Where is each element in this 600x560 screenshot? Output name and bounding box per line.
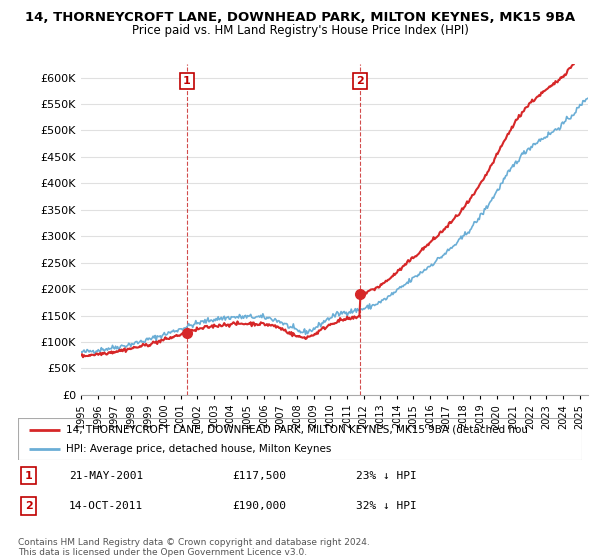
Text: 1: 1 (183, 76, 191, 86)
Text: 14-OCT-2011: 14-OCT-2011 (69, 501, 143, 511)
Text: HPI: Average price, detached house, Milton Keynes: HPI: Average price, detached house, Milt… (66, 444, 331, 454)
Text: 32% ↓ HPI: 32% ↓ HPI (356, 501, 417, 511)
Text: £117,500: £117,500 (232, 470, 286, 480)
Text: 2: 2 (25, 501, 32, 511)
Text: Price paid vs. HM Land Registry's House Price Index (HPI): Price paid vs. HM Land Registry's House … (131, 24, 469, 36)
Text: 21-MAY-2001: 21-MAY-2001 (69, 470, 143, 480)
Text: £190,000: £190,000 (232, 501, 286, 511)
Text: 2: 2 (356, 76, 364, 86)
Text: 14, THORNEYCROFT LANE, DOWNHEAD PARK, MILTON KEYNES, MK15 9BA (detached hou: 14, THORNEYCROFT LANE, DOWNHEAD PARK, MI… (66, 424, 528, 435)
Text: 1: 1 (25, 470, 32, 480)
Text: 23% ↓ HPI: 23% ↓ HPI (356, 470, 417, 480)
Text: Contains HM Land Registry data © Crown copyright and database right 2024.
This d: Contains HM Land Registry data © Crown c… (18, 538, 370, 557)
Text: 14, THORNEYCROFT LANE, DOWNHEAD PARK, MILTON KEYNES, MK15 9BA: 14, THORNEYCROFT LANE, DOWNHEAD PARK, MI… (25, 11, 575, 24)
